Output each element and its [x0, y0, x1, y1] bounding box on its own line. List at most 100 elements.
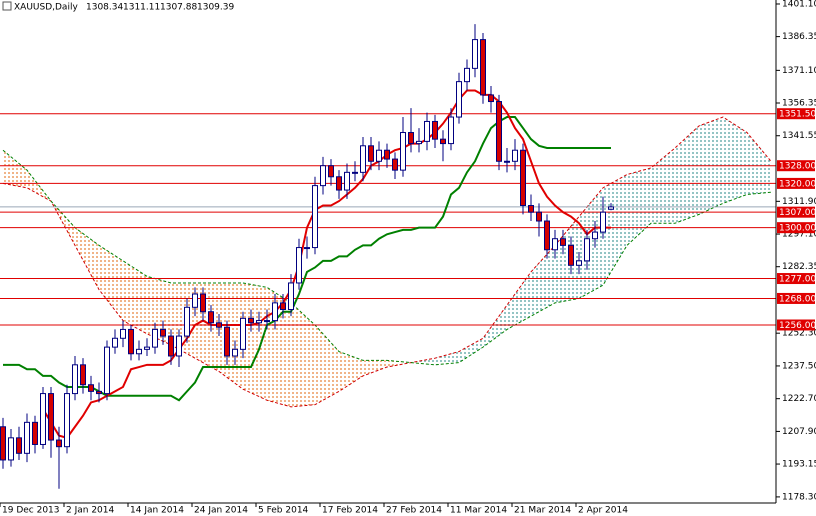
candle-body — [168, 335, 174, 357]
x-tick-label: 21 Mar 2014 — [514, 506, 571, 516]
cloud-area — [435, 351, 459, 365]
x-tick-label: 2 Jan 2014 — [66, 506, 114, 516]
level-label-box — [777, 222, 815, 234]
cloud-area — [195, 282, 219, 372]
candle-body — [560, 238, 566, 246]
cloud-area — [291, 302, 315, 407]
candle-body — [224, 326, 230, 357]
x-tick-label: 2 Apr 2014 — [578, 506, 628, 516]
candle-body — [64, 393, 70, 448]
level-label-box — [777, 319, 815, 331]
candle-body — [280, 302, 286, 311]
level-label: 1328.00 — [779, 162, 816, 172]
chart-title: XAUUSD,Daily — [14, 3, 78, 13]
candle-body — [200, 293, 206, 313]
cloud-area — [315, 325, 339, 405]
candle-body — [424, 120, 430, 142]
candle-body — [16, 437, 22, 454]
candle-body — [608, 206, 614, 210]
cloud-area — [171, 282, 195, 359]
candle-body — [48, 393, 54, 441]
ohlc-close: 1309.39 — [197, 3, 234, 13]
cloud-area — [387, 360, 411, 368]
candle-body — [320, 165, 326, 187]
y-tick-label: 1401.10 — [782, 0, 816, 9]
candle-body — [296, 247, 302, 284]
x-tick-label: 27 Feb 2014 — [386, 506, 442, 516]
candle-body — [440, 138, 446, 145]
candle-body — [8, 437, 14, 461]
ohlc-low: 1307.88 — [160, 3, 197, 13]
candle-body — [264, 320, 270, 323]
cloud-area — [75, 227, 99, 290]
candle-body — [32, 421, 38, 445]
candle-body — [392, 158, 398, 171]
candle-body — [352, 171, 358, 174]
candle-body — [448, 116, 454, 145]
cloud-area — [123, 260, 147, 334]
candle-body — [576, 260, 582, 266]
level-label-box — [777, 273, 815, 285]
candle-body — [160, 328, 166, 337]
cloud-area — [747, 132, 771, 195]
cloud-area — [483, 305, 507, 348]
candle-body — [136, 348, 142, 355]
cloud-span-b — [2, 149, 772, 366]
level-label: 1268.00 — [779, 294, 816, 304]
cloud-area — [51, 201, 75, 246]
candle-body — [400, 132, 406, 171]
level-label: 1307.00 — [779, 208, 816, 218]
candle-body — [24, 421, 30, 454]
ohlc-high: 1311.11 — [123, 3, 160, 13]
y-tick-label: 1193.15 — [782, 460, 816, 470]
candle-body — [152, 328, 158, 348]
candle-body — [272, 302, 278, 322]
candle-body — [40, 393, 46, 445]
cloud-area — [3, 150, 27, 188]
cloud-area — [339, 351, 363, 392]
candle-body — [472, 39, 478, 69]
cloud-area — [267, 287, 291, 407]
level-label: 1277.00 — [779, 275, 816, 285]
candle-body — [600, 211, 606, 233]
candle-body — [216, 322, 222, 328]
y-tick-label: 1356.35 — [782, 98, 816, 108]
candle-body — [376, 149, 382, 162]
candle-body — [496, 101, 502, 162]
cloud-area — [219, 282, 243, 390]
x-tick-label: 14 Jan 2014 — [130, 506, 184, 516]
candle-body — [552, 238, 558, 251]
y-tick-label: 1178.30 — [782, 492, 816, 502]
candle-body — [384, 149, 390, 160]
level-label: 1256.00 — [779, 321, 816, 331]
candle-body — [544, 220, 550, 251]
candle-body — [72, 364, 78, 395]
candle-body — [408, 132, 414, 145]
candle-body — [80, 364, 86, 386]
y-tick-label: 1386.35 — [782, 32, 816, 42]
cloud-area — [507, 271, 531, 330]
cloud-area — [363, 360, 387, 376]
candle-body — [56, 439, 62, 448]
candle-body — [128, 328, 134, 355]
cloud-area — [675, 125, 699, 224]
candle-body — [120, 328, 126, 339]
candle-body — [192, 293, 198, 308]
candle-body — [184, 306, 190, 337]
y-tick-label: 1222.70 — [782, 394, 816, 404]
level-label-box — [777, 206, 815, 218]
candle-body — [0, 426, 6, 461]
level-label: 1320.00 — [779, 179, 816, 189]
x-tick-label: 5 Feb 2014 — [258, 506, 309, 516]
y-tick-label: 1237.50 — [782, 361, 816, 371]
y-tick-label: 1207.90 — [782, 427, 816, 437]
candle-body — [288, 282, 294, 311]
y-tick-label: 1297.10 — [782, 230, 816, 240]
chart-icon — [2, 1, 12, 11]
candle-body — [512, 149, 518, 162]
candle-body — [312, 185, 318, 249]
candle-body — [240, 317, 246, 350]
candle-body — [584, 238, 590, 262]
